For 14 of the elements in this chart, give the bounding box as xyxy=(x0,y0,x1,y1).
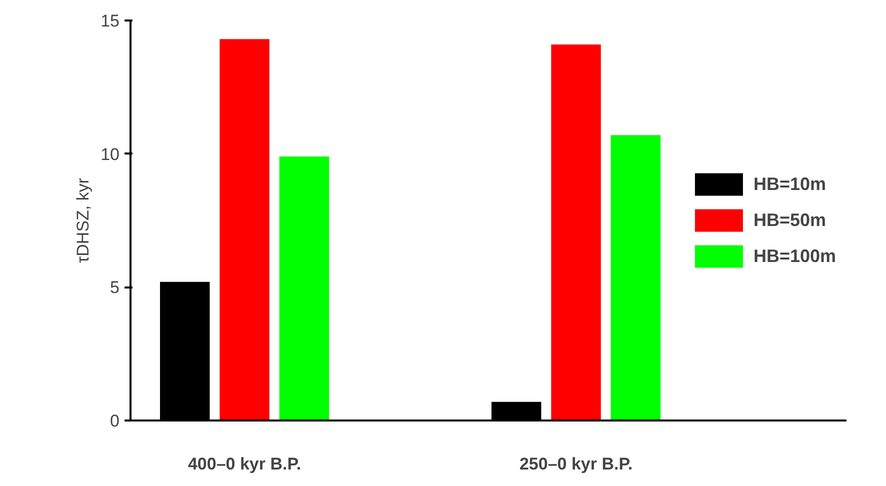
legend-label: HB=10m xyxy=(753,174,826,194)
x-tick-label: 400–0 kyr B.P. xyxy=(188,454,302,474)
bar xyxy=(279,156,330,420)
bar xyxy=(551,44,601,420)
bar xyxy=(220,39,270,420)
y-tick-label: 0 xyxy=(110,412,120,430)
y-tick-label: 10 xyxy=(100,144,120,164)
x-tick-label: 250–0 kyr B.P. xyxy=(519,454,633,474)
y-axis-title: τDHSZ, kyr xyxy=(74,178,93,264)
y-tick-label: 15 xyxy=(100,12,120,30)
y-tick-label: 5 xyxy=(110,278,120,298)
legend-label: HB=100m xyxy=(753,246,836,266)
legend-label: HB=50m xyxy=(753,210,826,230)
bar xyxy=(610,135,661,420)
